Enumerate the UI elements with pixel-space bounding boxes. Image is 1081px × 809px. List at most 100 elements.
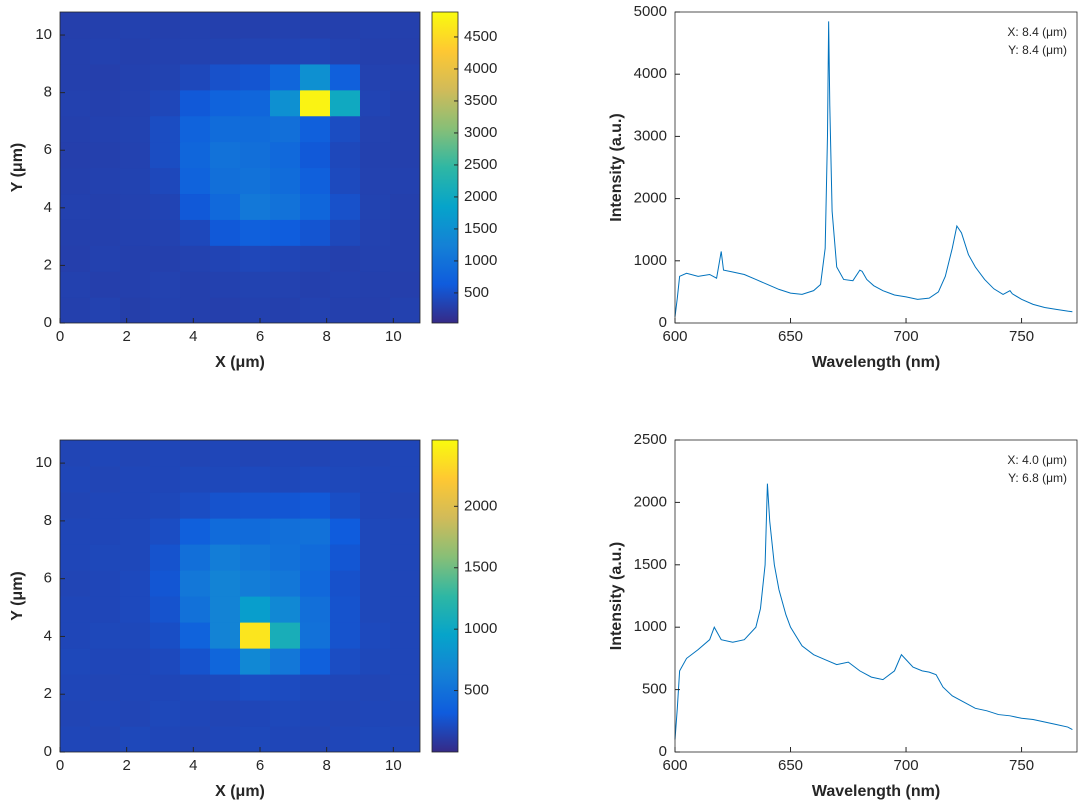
x-tick-label: 700 (894, 757, 919, 774)
heatmap-cell (360, 440, 391, 467)
spectrum-line (674, 21, 1073, 317)
heatmap-cell (210, 570, 241, 597)
heatmap-cell (60, 700, 91, 727)
colorbar-tick-label: 4000 (464, 60, 497, 77)
heatmap-cell (210, 63, 241, 91)
heatmap-cell (240, 622, 271, 649)
heatmap-cell (360, 37, 391, 65)
heatmap-cell (210, 648, 241, 675)
heatmap-cell (240, 700, 271, 727)
heatmap-cell (120, 37, 151, 65)
heatmap-cell (60, 492, 91, 519)
heatmap-cell (330, 12, 361, 39)
heatmap-cell (270, 115, 301, 143)
heatmap-cell (180, 570, 211, 597)
axes-box (674, 439, 1078, 753)
heatmap-cell (150, 622, 181, 649)
heatmap-cell (360, 492, 391, 519)
heatmap-cell (360, 596, 391, 623)
heatmap-cell (180, 648, 211, 675)
heatmap-cell (60, 37, 91, 65)
heatmap-cell (360, 544, 391, 571)
heatmap-cell (120, 115, 151, 143)
heatmap-cell (300, 648, 331, 675)
heatmap-cell (150, 544, 181, 571)
heatmap-cell (390, 271, 420, 298)
heatmap-cell (240, 219, 271, 246)
heatmap-cell (120, 440, 151, 467)
heatmap-cell (180, 167, 211, 195)
heatmap-cell (330, 700, 361, 727)
heatmap-cell (360, 674, 391, 701)
y-tick-label: 2 (44, 256, 52, 273)
y-tick-label: 4 (44, 199, 52, 216)
heatmap-cell (270, 245, 301, 272)
heatmap-cell (270, 37, 301, 65)
y-tick-label: 500 (642, 681, 667, 698)
y-tick-label: 3000 (634, 127, 667, 144)
heatmap-cell (120, 544, 151, 571)
heatmap-cell (90, 271, 121, 298)
heatmap-cell (300, 271, 331, 298)
y-tick-label: 0 (659, 314, 667, 331)
heatmap-cell (150, 37, 181, 65)
colorbar-tick-label: 2500 (464, 156, 497, 173)
heatmap-cell (330, 466, 361, 493)
heatmap-cell (90, 440, 121, 467)
x-axis-label: Wavelength (nm) (812, 354, 940, 371)
x-tick-label: 650 (778, 757, 803, 774)
x-axis-label: Wavelength (nm) (812, 783, 940, 800)
heatmap-cell (150, 115, 181, 143)
heatmap-cell (330, 674, 361, 701)
heatmap-cell (150, 245, 181, 272)
heatmap-cell (390, 700, 420, 727)
heatmap-cell (210, 492, 241, 519)
heatmap-cell (360, 271, 391, 298)
heatmap-cell (330, 544, 361, 571)
heatmap-cell (90, 245, 121, 272)
x-tick-label: 8 (322, 328, 330, 345)
heatmap-cell (60, 167, 91, 195)
heatmap-cell (330, 622, 361, 649)
heatmap-cell (390, 219, 420, 246)
colorbar-tick-label: 500 (464, 284, 489, 301)
heatmap-cell (60, 245, 91, 272)
y-tick-label: 0 (659, 743, 667, 760)
heatmap-cell (150, 440, 181, 467)
heatmap-cell (60, 141, 91, 169)
heatmap-cell (210, 544, 241, 571)
y-tick-label: 1500 (634, 556, 667, 573)
heatmap-cell (210, 271, 241, 298)
heatmap-cell (300, 622, 331, 649)
x-tick-label: 750 (1009, 328, 1034, 345)
heatmap-cell (330, 193, 361, 220)
heatmap-cell (150, 12, 181, 39)
heatmap-cell (180, 674, 211, 701)
heatmap-cell (60, 12, 91, 39)
x-tick-label: 10 (385, 757, 402, 774)
heatmap-cell (150, 89, 181, 117)
heatmap-cell (270, 726, 301, 752)
heatmap-cell (150, 492, 181, 519)
heatmap-cell (60, 297, 91, 323)
heatmap-cell (270, 63, 301, 91)
heatmap-cell (180, 466, 211, 493)
heatmap-cell (240, 674, 271, 701)
heatmap-cell (360, 219, 391, 246)
annotation: X: 8.4 (μm) (1007, 25, 1067, 39)
heatmap-cell (120, 596, 151, 623)
heatmap-cell (300, 245, 331, 272)
heatmap-cell (90, 570, 121, 597)
x-tick-label: 6 (256, 328, 264, 345)
heatmap-cell (60, 219, 91, 246)
x-tick-label: 4 (189, 328, 197, 345)
heatmap-cell (150, 518, 181, 545)
heatmap-cell (180, 622, 211, 649)
heatmap-cell (330, 570, 361, 597)
heatmap-cell (210, 37, 241, 65)
heatmap-cell (330, 440, 361, 467)
heatmap-cell (210, 245, 241, 272)
heatmap-cell (330, 219, 361, 246)
heatmap-cell (60, 193, 91, 220)
